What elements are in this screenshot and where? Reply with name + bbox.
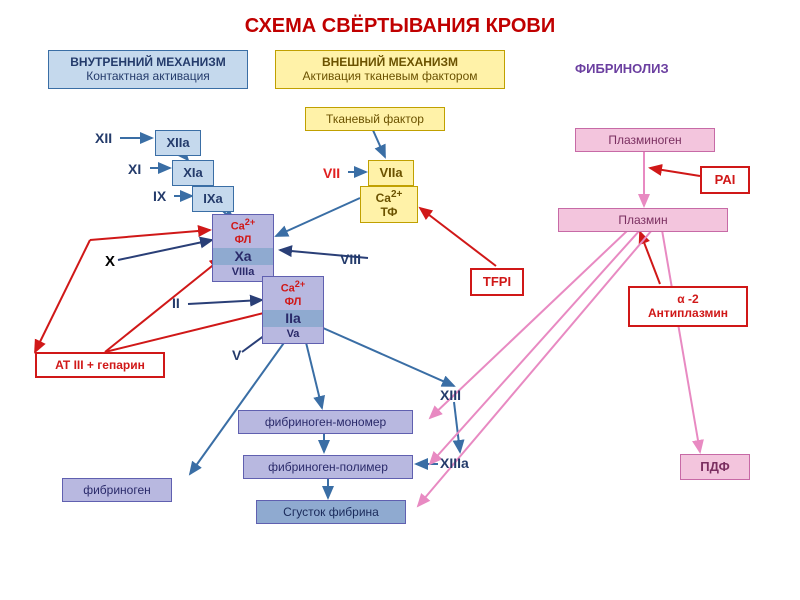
box-IIa-fl: ФЛ [265,296,321,309]
box-pdf: ПДФ [680,454,750,480]
box-fibrin-monomer: фибриноген-мономер [238,410,413,434]
header-intrinsic-line2: Контактная активация [57,69,239,83]
header-extrinsic-line1: ВНЕШНИЙ МЕХАНИЗМ [284,55,496,69]
label-XII: XII [95,131,112,146]
box-XIa: XIa [172,160,214,186]
box-antiplasmin: α -2 Антиплазмин [628,286,748,327]
box-IIa-iia: IIa [263,310,323,327]
box-fibrin-clot: Сгусток фибрина [256,500,406,524]
diagram-title: СХЕМА СВЁРТЫВАНИЯ КРОВИ [0,15,800,38]
box-antiplasmin-line1: α -2 [634,292,742,306]
header-intrinsic: ВНУТРЕННИЙ МЕХАНИЗМ Контактная активация [48,50,248,89]
label-VIII: VIII [340,252,361,267]
label-II: II [172,296,180,311]
box-PAI: PAI [700,166,750,194]
label-XIIIa: XIIIa [440,456,469,471]
box-AT3-heparin: AT III + гепарин [35,352,165,378]
box-Xa-ca: Ca2+ [215,217,271,234]
box-fibrin-polymer: фибриноген-полимер [243,455,413,479]
box-IIa-complex: Ca2+ ФЛ IIa Va [262,276,324,344]
label-IX: IX [153,189,166,204]
box-Ca2TF: Ca2+ ТФ [360,186,418,223]
box-IIa-ca: Ca2+ [265,279,321,296]
box-Xa-xa: Xa [213,248,273,265]
box-Xa-fl: ФЛ [215,234,271,247]
box-XIIa: XIIa [155,130,201,156]
box-fibrinogen: фибриноген [62,478,172,502]
label-VII: VII [323,166,340,181]
box-IXa: IXa [192,186,234,212]
label-X: X [105,254,115,271]
label-XI: XI [128,162,141,177]
box-plasminogen: Плазминоген [575,128,715,152]
box-TFPI: TFPI [470,268,524,296]
box-plasmin: Плазмин [558,208,728,232]
header-extrinsic-line2: Активация тканевым фактором [284,69,496,83]
box-Ca2TF-line2: ТФ [365,205,413,219]
label-XIII: XIII [440,388,461,403]
header-fibrinolysis: ФИБРИНОЛИЗ [575,62,669,76]
box-antiplasmin-line2: Антиплазмин [634,306,742,320]
box-Xa-complex: Ca2+ ФЛ Xa VIIIa [212,214,274,282]
box-IIa-va: Va [265,328,321,341]
box-Ca2TF-line1: Ca2+ [365,189,413,205]
box-VIIa: VIIa [368,160,414,186]
header-intrinsic-line1: ВНУТРЕННИЙ МЕХАНИЗМ [57,55,239,69]
label-V: V [232,348,241,363]
header-extrinsic: ВНЕШНИЙ МЕХАНИЗМ Активация тканевым факт… [275,50,505,89]
box-tissue-factor: Тканевый фактор [305,107,445,131]
